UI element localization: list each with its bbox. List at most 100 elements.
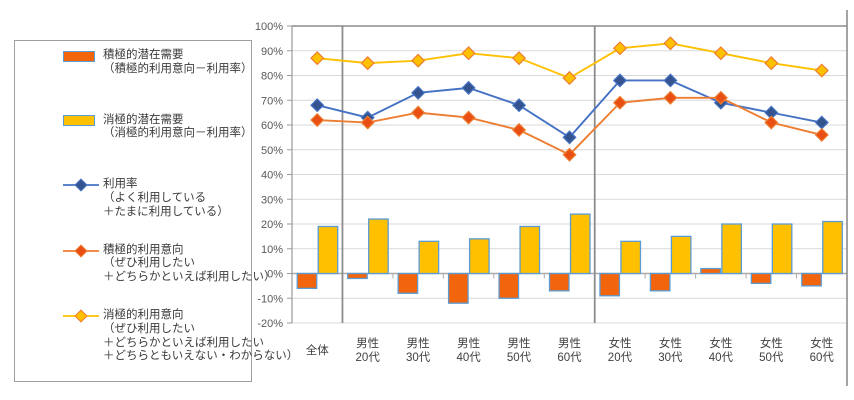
bar-negative-latent-demand [620,240,642,275]
line-usage-rate-marker [612,73,628,88]
combo-chart: 100% 90% 80% 70% 60% 50% 40% 30% 20% 10% 0% -10% -20… [255,10,848,386]
y-tick-label: 20% [261,219,283,231]
legend-item-negative-intent: 消極的利用意向 （ぜひ利用したい ＋どちらかといえば利用したい ＋どちらともいえない・… [63,309,298,364]
legend: 積極的潜在需要 （積極的利用意向－利用率） 消極的潜在需要 （消極的利用意向－利用率）… [14,40,298,382]
x-category-label: 20代 [608,351,633,364]
line-negative-intent-marker [713,46,728,61]
line-positive-intent-marker [411,105,426,120]
legend-marker-negative-intent-icon [63,309,101,323]
line-positive-intent-marker [663,90,678,105]
y-tick-label: 50% [261,145,283,157]
line-positive-intent-marker [713,90,728,105]
line-negative-intent-marker [511,51,527,66]
bar-negative-latent-demand [418,240,440,275]
bar-negative-latent-demand [721,223,743,275]
bar-positive-latent-demand [548,272,570,292]
line-negative-intent-marker [764,56,779,71]
y-tick-label: 60% [261,120,283,132]
bar-negative-latent-demand [317,225,339,275]
x-category-label: 60代 [810,351,835,364]
line-usage-rate-marker [764,105,779,120]
y-tick-label: 80% [261,71,283,83]
y-tick-label: 40% [261,170,283,182]
line-positive-intent-marker [612,95,628,110]
line-positive-intent-marker [562,147,577,162]
bar-negative-latent-demand [670,235,692,275]
line-negative-intent-marker [411,53,426,68]
x-category-label: 男性 [457,336,480,350]
x-category-label: 女性 [659,336,682,350]
x-category-label: 全体 [306,343,329,357]
line-negative-intent-marker [814,63,829,78]
y-tick-label: 0% [267,269,283,281]
bar-negative-latent-demand [822,220,843,275]
legend-item-negative-latent-demand: 消極的潜在需要 （消極的利用意向－利用率） [63,114,253,142]
x-category-label: 20代 [356,351,381,364]
line-positive-intent-marker [814,127,829,142]
x-category-label: 40代 [456,351,481,364]
bar-positive-latent-demand [447,272,469,304]
line-usage-rate-marker [461,80,476,95]
line-positive-intent-marker [360,115,375,130]
line-positive-intent-marker [764,115,779,130]
line-positive-intent-marker [511,122,527,138]
x-category-label: 50代 [759,351,784,364]
line-usage-rate-marker [511,98,527,113]
x-category-label: 男性 [356,336,379,350]
bar-positive-latent-demand [296,272,318,290]
line-negative-intent-marker [562,70,577,86]
line-usage-rate-marker [814,115,829,130]
y-tick-label: 10% [261,244,283,256]
y-tick-label: 70% [261,95,283,107]
bar-positive-latent-demand [700,267,722,275]
bar-negative-latent-demand [468,238,490,275]
line-usage-rate-marker [310,98,325,113]
line-positive-intent-marker [310,112,325,128]
bar-negative-latent-demand [519,225,541,275]
legend-item-positive-intent: 積極的利用意向 （ぜひ利用したい ＋どちらかといえば利用したい） [63,243,276,285]
bar-positive-latent-demand [599,272,621,297]
y-tick-label: -10% [257,293,283,305]
x-category-label: 女性 [709,336,732,350]
line-usage-rate-marker [663,73,678,88]
line-usage-rate-marker [411,85,426,100]
legend-label-positive-intent: 積極的利用意向 （ぜひ利用したい ＋どちらかといえば利用したい） [103,243,276,284]
line-negative-intent-marker [461,46,476,61]
line-negative-intent-marker [360,56,375,71]
x-category-label: 60代 [557,351,582,364]
legend-label-negative-latent-demand: 消極的潜在需要 （消極的利用意向－利用率） [103,113,253,140]
bar-positive-latent-demand [397,272,419,294]
legend-label-positive-latent-demand: 積極的潜在需要 （積極的利用意向－利用率） [103,49,253,75]
line-positive-intent [317,96,822,156]
legend-marker-positive-intent-icon [63,243,101,258]
x-category-label: 30代 [658,351,683,364]
bar-positive-latent-demand [750,272,772,285]
x-category-label: 女性 [760,336,783,350]
legend-label-usage-rate: 利用率 （よく利用している ＋たまに利用している） [103,178,229,218]
x-category-label: 男性 [558,336,581,350]
legend-label-negative-intent: 消極的利用意向 （ぜひ利用したい ＋どちらかといえば利用したい ＋どちらともいえない・… [103,308,299,363]
line-usage-rate [317,79,822,139]
y-tick-label: 100% [255,21,283,33]
y-tick-label: -20% [257,318,283,330]
x-category-label: 40代 [709,351,734,364]
bar-positive-latent-demand [498,272,520,299]
x-category-label: 女性 [608,336,631,350]
line-negative-intent-marker [612,41,628,56]
bar-positive-latent-demand [347,272,368,280]
x-category-label: 男性 [407,336,430,350]
y-tick-label: 90% [261,46,283,58]
x-category-label: 50代 [507,351,532,364]
y-tick-label: 30% [261,194,283,206]
legend-marker-usage-rate-icon [63,178,101,192]
line-usage-rate-marker [562,130,577,145]
line-negative-intent-marker [663,36,678,51]
legend-marker-negative-latent-demand-icon [63,114,101,128]
line-positive-intent-marker [461,110,476,125]
bar-negative-latent-demand [368,218,389,275]
legend-marker-positive-latent-demand-icon [63,49,101,63]
legend-item-positive-latent-demand: 積極的潜在需要 （積極的利用意向－利用率） [63,49,253,77]
x-category-label: 女性 [810,336,833,350]
bar-positive-latent-demand [801,272,822,287]
